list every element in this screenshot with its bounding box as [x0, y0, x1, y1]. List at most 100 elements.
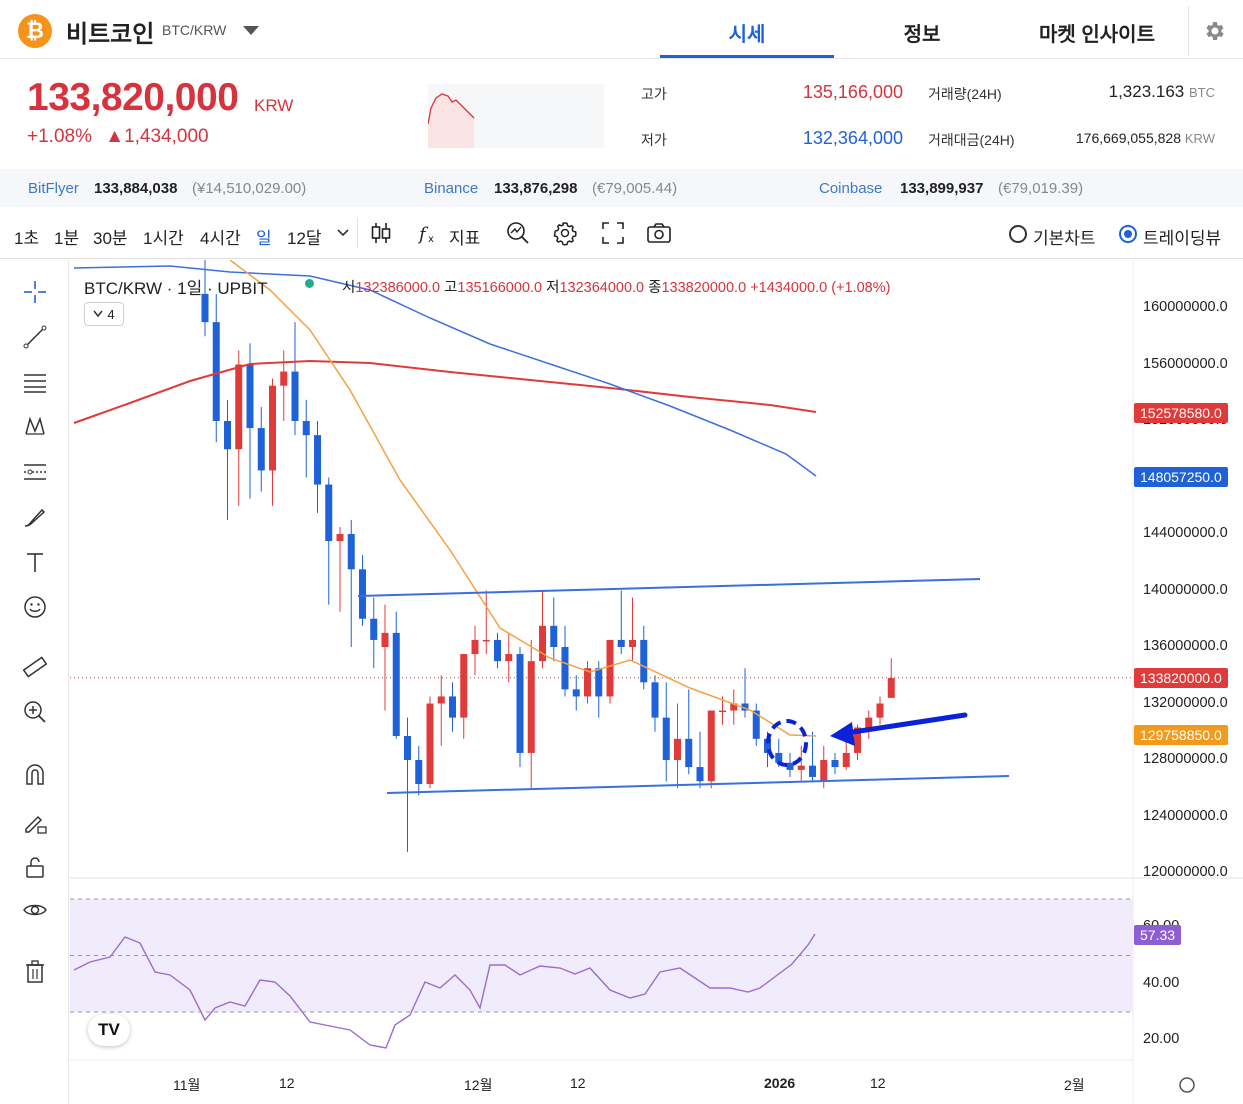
trade-value-unit: KRW	[1184, 131, 1215, 146]
coin-select-chevron-down-icon[interactable]	[243, 26, 259, 35]
ma-short-line	[229, 260, 817, 737]
interval-1d[interactable]: 일	[256, 229, 272, 248]
exchange-bar	[0, 169, 1243, 207]
tab-market-insight[interactable]: 마켓 인사이트	[1039, 24, 1155, 46]
close-label: 종	[648, 280, 662, 296]
x-axis-label: 12월	[464, 1077, 493, 1093]
tab-info[interactable]: 정보	[903, 24, 941, 46]
basic-chart-radio[interactable]	[1009, 225, 1027, 243]
price-chart[interactable]	[70, 260, 1243, 1104]
candle-body	[820, 760, 828, 782]
crosshair-tool[interactable]	[18, 275, 52, 309]
interval-chevron-down-icon[interactable]	[337, 228, 349, 238]
x-axis-label: 2월	[1064, 1077, 1085, 1093]
forecast-tool[interactable]	[18, 455, 52, 489]
svg-text:x: x	[428, 234, 434, 245]
trash-tool[interactable]	[18, 955, 52, 989]
exchange-name: BitFlyer	[28, 180, 79, 197]
candle-body	[471, 639, 479, 655]
tradingview-radio[interactable]	[1119, 225, 1137, 243]
gear-icon	[1205, 22, 1224, 40]
tradingview-logo[interactable]: TV	[88, 1014, 130, 1046]
interval-1m[interactable]: 1분	[54, 229, 80, 248]
tradingview-label[interactable]: 트레이딩뷰	[1143, 229, 1222, 248]
trendline-tool[interactable]	[18, 320, 52, 354]
high-value: 135166000.0	[457, 280, 543, 296]
coin-name: 비트코인	[66, 21, 155, 48]
camera-icon[interactable]	[646, 220, 672, 246]
interval-1h[interactable]: 1시간	[143, 229, 184, 248]
eye-tool[interactable]	[18, 893, 52, 927]
volume-unit: BTC	[1189, 85, 1215, 100]
candle-body	[662, 717, 670, 760]
candle-body	[302, 421, 310, 436]
basic-chart-label[interactable]: 기본차트	[1033, 229, 1096, 248]
pattern-tool[interactable]	[18, 410, 52, 444]
ruler-icon	[22, 656, 48, 678]
exchange-price: 133,884,038	[94, 180, 178, 197]
exchange-sub-price: (¥14,510,029.00)	[192, 180, 307, 197]
price-change: +1.08% ▲1,434,000	[27, 126, 209, 148]
change-amount: ▲1,434,000	[105, 126, 209, 147]
y-axis-label: 144000000.0	[1143, 525, 1228, 541]
emoji-tool[interactable]	[18, 590, 52, 624]
brush-tool[interactable]	[18, 500, 52, 534]
candle-body	[606, 639, 614, 697]
exchange-sub-price: (€79,005.44)	[592, 180, 678, 197]
interval-12mo[interactable]: 12달	[287, 229, 322, 248]
candle-body	[831, 760, 839, 768]
exchange-price: 133,899,937	[900, 180, 984, 197]
header-divider	[0, 58, 1243, 59]
indicators-toggle[interactable]: 4	[84, 302, 124, 326]
y-axis-label: 156000000.0	[1143, 355, 1228, 372]
magnet-tool[interactable]	[18, 758, 52, 792]
candle-body	[235, 364, 243, 450]
x-axis-label: 2026	[764, 1075, 796, 1091]
candle-body	[651, 682, 659, 718]
candle-body	[347, 534, 355, 570]
indicator-button[interactable]: 지표	[449, 229, 481, 248]
interval-30m[interactable]: 30분	[93, 229, 128, 248]
active-tab-underline	[660, 55, 834, 58]
close-value: 133820000.0	[661, 280, 747, 296]
ruler-tool[interactable]	[18, 650, 52, 684]
settings-button[interactable]	[1188, 6, 1238, 56]
price-tag: 129758850.0	[1134, 725, 1228, 746]
lock-pencil-tool[interactable]	[18, 805, 52, 839]
interval-4h[interactable]: 4시간	[200, 229, 241, 248]
crosshair-icon	[24, 281, 46, 303]
candle-body	[752, 710, 760, 739]
text-tool[interactable]	[18, 545, 52, 579]
lock-pencil-icon	[25, 815, 47, 834]
channel-upper-line	[357, 578, 981, 597]
price-tag: 133820000.0	[1134, 667, 1228, 688]
candle-body	[854, 727, 861, 753]
chart-settings-gear-icon[interactable]	[552, 220, 578, 246]
low-label: 저가	[641, 132, 667, 148]
candle-body	[741, 703, 749, 711]
candle-body	[224, 421, 231, 450]
interval-1s[interactable]: 1초	[14, 229, 40, 248]
candle-body	[865, 717, 873, 728]
candle-type-icon[interactable]	[368, 220, 394, 246]
y-axis-label: 140000000.0	[1143, 581, 1228, 598]
coin-pair: BTC/KRW	[162, 22, 227, 38]
candle-body	[842, 752, 850, 768]
fib-icon	[24, 374, 46, 393]
candle-body	[595, 668, 603, 697]
candle-body	[291, 371, 299, 421]
alert-icon[interactable]	[505, 220, 531, 246]
candle-body	[426, 703, 434, 785]
tab-market-price[interactable]: 시세	[728, 24, 766, 46]
fib-tool[interactable]	[18, 365, 52, 399]
zoom-in-tool[interactable]	[18, 695, 52, 729]
candle-body	[617, 639, 625, 647]
unlock-tool[interactable]	[18, 850, 52, 884]
current-price-unit: KRW	[254, 96, 294, 115]
toolbar-divider	[0, 258, 1243, 259]
candle-body	[887, 678, 895, 698]
annotation-arrow-line	[837, 712, 968, 737]
fullscreen-icon[interactable]	[600, 220, 626, 246]
candle-body	[516, 654, 524, 753]
